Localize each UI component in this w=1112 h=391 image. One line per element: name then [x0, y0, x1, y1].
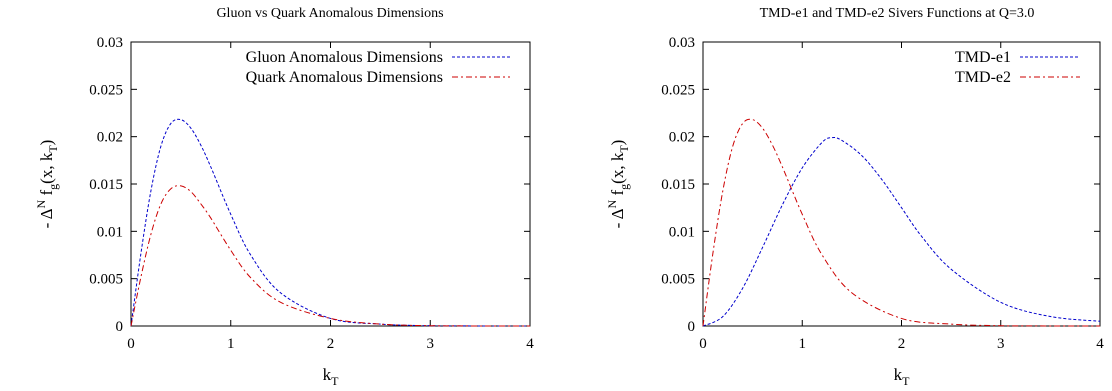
- x-tick-label: 1: [227, 336, 235, 352]
- y-tick-label: 0.02: [669, 130, 695, 146]
- series-line-2: [130, 185, 531, 327]
- x-tick-label: 4: [1096, 336, 1104, 352]
- y-tick-label: 0.025: [661, 82, 695, 98]
- x-tick-label: 2: [898, 336, 906, 352]
- chart-title: TMD-e1 and TMD-e2 Sivers Functions at Q=…: [760, 6, 1035, 21]
- series-line-1: [702, 137, 1101, 327]
- x-axis-label: kT: [894, 365, 911, 388]
- chart-title: Gluon vs Quark Anomalous Dimensions: [216, 6, 443, 21]
- y-tick-label: 0.03: [669, 35, 695, 51]
- y-tick-label: 0.01: [669, 224, 695, 240]
- x-axis-label: kT: [323, 365, 340, 388]
- legend-label-2: Quark Anomalous Dimensions: [246, 69, 443, 86]
- legend-label-1: Gluon Anomalous Dimensions: [246, 49, 443, 66]
- series-line-1: [130, 118, 531, 327]
- x-tick-label: 0: [127, 336, 135, 352]
- y-tick-label: 0.025: [89, 82, 123, 98]
- y-tick-label: 0.005: [661, 272, 695, 288]
- y-tick-label: 0: [688, 319, 696, 335]
- legend-label-1: TMD-e1: [955, 49, 1011, 66]
- y-tick-label: 0.02: [97, 130, 123, 146]
- y-tick-label: 0.015: [89, 177, 123, 193]
- y-axis-label: - ΔN fg(x, kT): [605, 140, 631, 229]
- x-tick-label: 3: [997, 336, 1005, 352]
- x-tick-label: 0: [699, 336, 707, 352]
- x-tick-label: 2: [327, 336, 335, 352]
- chart-2: TMD-e1 and TMD-e2 Sivers Functions at Q=…: [605, 6, 1104, 388]
- chart-1: Gluon vs Quark Anomalous Dimensions 0 0.00…: [34, 6, 534, 388]
- y-axis-label: - ΔN fg(x, kT): [34, 140, 60, 229]
- x-tick-label: 3: [427, 336, 435, 352]
- y-tick-label: 0: [116, 319, 124, 335]
- x-tick-label: 1: [799, 336, 807, 352]
- y-tick-label: 0.005: [89, 272, 123, 288]
- y-tick-label: 0.03: [97, 35, 123, 51]
- y-tick-label: 0.01: [97, 224, 123, 240]
- legend-label-2: TMD-e2: [955, 69, 1011, 86]
- plot-frame: [702, 41, 1101, 327]
- x-tick-label: 4: [526, 336, 534, 352]
- series-line-2: [702, 118, 1101, 327]
- y-tick-label: 0.015: [661, 177, 695, 193]
